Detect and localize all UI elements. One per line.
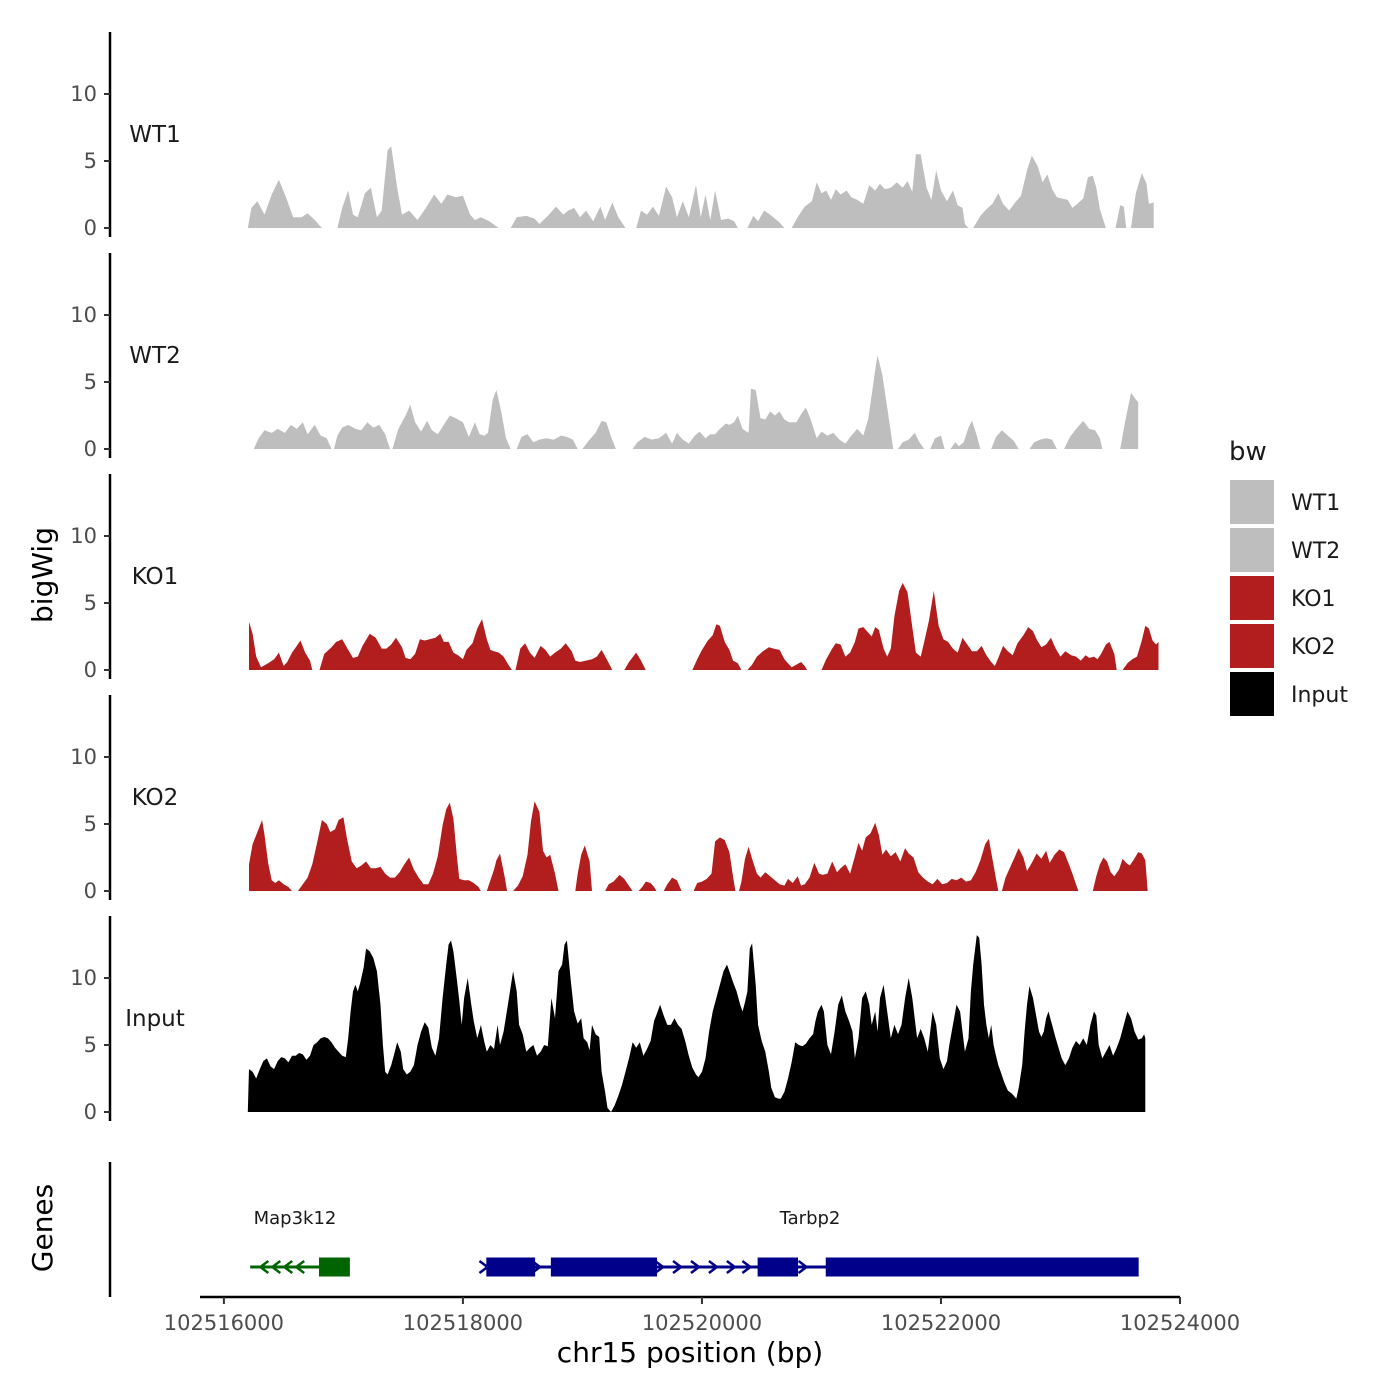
gene-exon	[1095, 1257, 1139, 1277]
track-panel-wt1: 0 5 10 WT1	[70, 32, 1154, 240]
y-tick-label: 10	[70, 524, 97, 548]
y-tick-label: 5	[84, 812, 97, 836]
strand-arrow	[478, 1260, 490, 1274]
gene-label: Map3k12	[254, 1208, 337, 1229]
track-panel-ko1: 0 5 10 KO1	[70, 474, 1159, 682]
strand-arrow	[531, 1260, 543, 1274]
x-axis-title: chr15 position (bp)	[557, 1336, 823, 1369]
legend-label: KO1	[1291, 587, 1336, 612]
gene-exon	[996, 1257, 1038, 1277]
legend-label: WT1	[1291, 491, 1340, 516]
gene-exon	[776, 1257, 799, 1277]
legend-title: bw	[1229, 437, 1267, 467]
x-tick-label: 102516000	[164, 1311, 284, 1335]
strand-arrow	[654, 1260, 666, 1274]
strand-arrow	[726, 1260, 737, 1274]
track-label: KO2	[132, 785, 179, 811]
y-tick-label: 10	[70, 966, 97, 990]
legend: bw WT1 WT2 KO1 KO2 Input	[1229, 437, 1348, 716]
y-axis-title: bigWig	[26, 527, 59, 623]
gene-map3k12: Map3k12	[250, 1208, 350, 1277]
legend-label: Input	[1291, 683, 1348, 708]
signal-area-wt1	[247, 146, 1154, 228]
strand-arrow	[708, 1260, 719, 1274]
strand-arrow	[797, 1260, 809, 1274]
y-tick-label: 0	[84, 216, 97, 240]
gene-exon	[581, 1257, 610, 1277]
track-label: KO1	[132, 564, 179, 590]
genes-axis-title: Genes	[26, 1184, 59, 1272]
y-tick-label: 0	[84, 437, 97, 461]
x-tick-label: 102518000	[403, 1311, 523, 1335]
legend-label: KO2	[1291, 635, 1336, 660]
gene-exon	[319, 1257, 350, 1277]
gene-exon	[486, 1257, 536, 1277]
gene-exon	[757, 1257, 778, 1277]
strand-arrow	[270, 1260, 282, 1274]
track-panel-wt2: 0 5 10 WT2	[70, 253, 1139, 461]
legend-swatch	[1230, 576, 1274, 620]
track-panel-input: 0 5 10 Input	[70, 916, 1146, 1124]
x-tick-label: 102524000	[1120, 1311, 1240, 1335]
strand-arrow	[672, 1260, 684, 1274]
gene-exon	[849, 1257, 888, 1277]
y-tick-label: 5	[84, 370, 97, 394]
gene-exon	[1059, 1257, 1097, 1277]
track-label: WT1	[129, 122, 180, 148]
track-label: Input	[125, 1006, 185, 1032]
gene-tarbp2: Tarbp2	[478, 1208, 1139, 1277]
gene-track: Map3k12 Tarbp2	[108, 1162, 1139, 1297]
signal-area-input	[247, 935, 1146, 1112]
legend-swatch	[1230, 528, 1274, 572]
y-tick-label: 0	[84, 1100, 97, 1124]
y-tick-label: 5	[84, 591, 97, 615]
y-tick-label: 10	[70, 303, 97, 327]
strand-arrow	[690, 1260, 702, 1274]
legend-swatch	[1230, 672, 1274, 716]
gene-exon	[886, 1257, 922, 1277]
signal-area-wt2	[253, 355, 1139, 449]
x-tick-label: 102520000	[642, 1311, 762, 1335]
y-tick-label: 10	[70, 745, 97, 769]
gene-exon	[940, 1257, 966, 1277]
strand-arrow	[258, 1260, 270, 1274]
strand-arrow	[294, 1260, 305, 1274]
y-tick-label: 0	[84, 879, 97, 903]
strand-arrow	[282, 1260, 293, 1274]
gene-label: Tarbp2	[779, 1208, 841, 1229]
signal-area-ko1	[249, 582, 1159, 670]
track-label: WT2	[129, 343, 180, 369]
gene-exon	[920, 1257, 942, 1277]
track-panels: 0 5 10 WT1 0 5 10 WT2 0 5 10 KO1 0 5 10 KO2 0 5 10 Input	[70, 32, 1159, 1124]
x-axis: 102516000 102518000 102520000 102522000 1025…	[164, 1295, 1240, 1335]
gene-exon	[964, 1257, 998, 1277]
track-panel-ko2: 0 5 10 KO2	[70, 695, 1148, 903]
y-tick-label: 10	[70, 82, 97, 106]
gene-exon	[825, 1257, 851, 1277]
y-tick-label: 5	[84, 149, 97, 173]
gene-exon	[608, 1257, 634, 1277]
legend-swatch	[1230, 624, 1274, 668]
y-tick-label: 0	[84, 658, 97, 682]
gene-exon	[550, 1257, 583, 1277]
legend-swatch	[1230, 480, 1274, 524]
x-tick-label: 102522000	[881, 1311, 1001, 1335]
gene-exon	[1036, 1257, 1061, 1277]
signal-area-ko2	[249, 801, 1148, 891]
strand-arrow	[741, 1260, 753, 1274]
y-tick-label: 5	[84, 1033, 97, 1057]
legend-label: WT2	[1291, 539, 1340, 564]
gene-exon	[632, 1257, 658, 1277]
